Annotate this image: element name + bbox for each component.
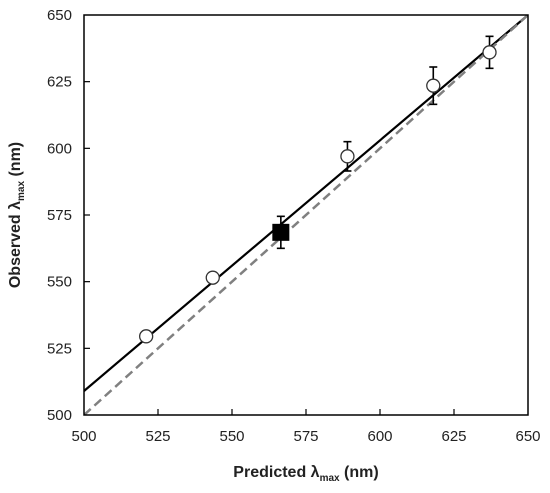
identity-line bbox=[84, 15, 528, 415]
x-tick-label: 575 bbox=[293, 428, 318, 445]
data-point-circle bbox=[482, 45, 497, 60]
y-axis-title-main: Observed λ bbox=[7, 201, 24, 288]
y-tick-label: 650 bbox=[47, 7, 72, 24]
x-axis-title-unit: (nm) bbox=[340, 464, 379, 481]
data-point-circle bbox=[426, 78, 441, 93]
y-axis-title-sub: max bbox=[16, 181, 27, 201]
x-tick-label: 525 bbox=[145, 428, 170, 445]
data-point-circle bbox=[139, 329, 154, 344]
data-point-circle bbox=[205, 270, 220, 285]
fit-line bbox=[84, 15, 528, 392]
y-tick-label: 550 bbox=[47, 274, 72, 291]
x-tick-label: 650 bbox=[515, 428, 540, 445]
y-tick-label: 500 bbox=[47, 407, 72, 424]
x-tick-label: 625 bbox=[441, 428, 466, 445]
y-tick-label: 625 bbox=[47, 74, 72, 91]
x-axis-title-sub: max bbox=[320, 473, 340, 484]
x-tick-label: 550 bbox=[219, 428, 244, 445]
y-tick-label: 600 bbox=[47, 140, 72, 157]
x-tick-label: 600 bbox=[367, 428, 392, 445]
y-axis-title: Observed λmax (nm) bbox=[7, 142, 27, 288]
fit-lines bbox=[84, 15, 528, 415]
x-tick-label: 500 bbox=[71, 428, 96, 445]
x-axis-title-main: Predicted λ bbox=[233, 464, 319, 481]
data-point-circle bbox=[340, 149, 355, 164]
axis-ticks: 500 525 550 575 600 625 650 500 525 550 575 600 625 6… bbox=[47, 7, 541, 445]
x-axis-title: Predicted λmax (nm) bbox=[233, 464, 378, 484]
y-tick-label: 525 bbox=[47, 340, 72, 357]
data-point-square bbox=[272, 223, 290, 241]
y-tick-label: 575 bbox=[47, 207, 72, 224]
data-points bbox=[139, 35, 497, 344]
y-axis-title-unit: (nm) bbox=[7, 142, 24, 181]
